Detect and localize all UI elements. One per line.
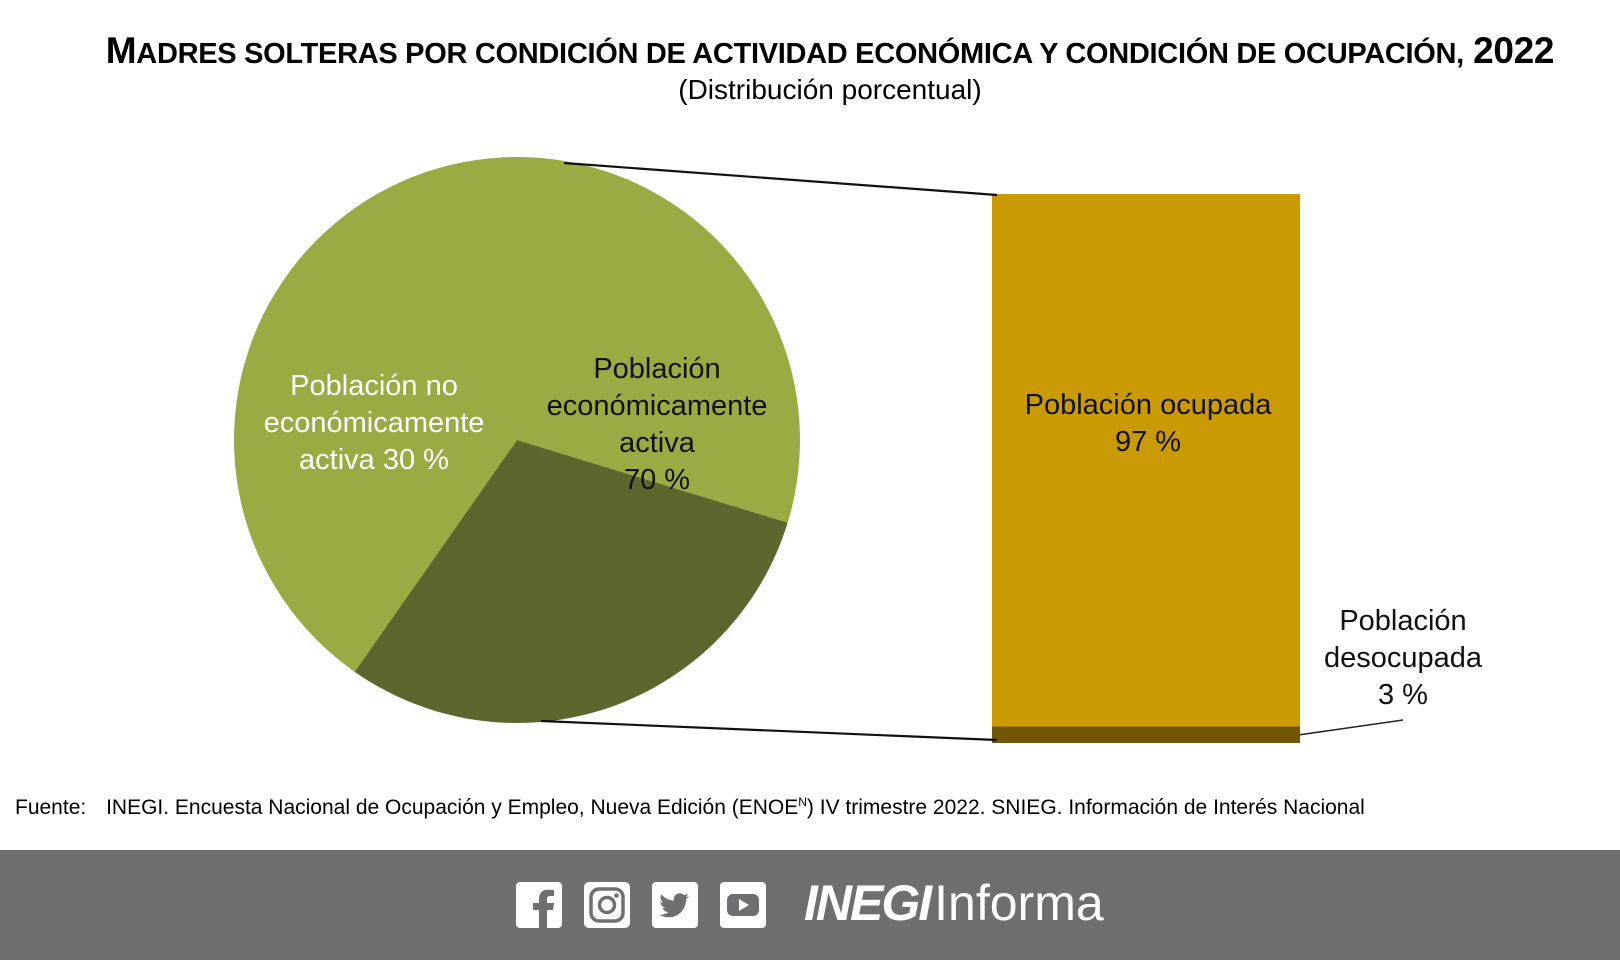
footer-bar: INEGIInforma [0,850,1620,960]
bar-segment-2 [992,726,1300,743]
pie-slice-label-1: Población económicamente activa 70 % [547,353,768,496]
pie-of-bar-chart: Población económicamente activa 70 % Poblaci… [233,156,1483,743]
leader-line-desocupada [1299,719,1404,736]
brand-light: Informa [934,875,1104,931]
bar-segment-label-2: Población desocupada 3 % [1324,605,1483,711]
source-note: Fuente: INEGI. Encuesta Nacional de Ocup… [15,795,1365,820]
facebook-icon[interactable] [516,882,562,928]
pie-slice-label-2: Población no económicamente activa 30 % [264,370,485,476]
twitter-icon[interactable] [652,882,698,928]
connector-bottom [540,719,998,742]
inegi-informa-logo: INEGIInforma [804,868,1104,938]
source-label: Fuente: [15,796,87,819]
instagram-icon[interactable] [584,882,630,928]
source-text-b: ) IV trimestre 2022. SNIEG. Información … [806,796,1365,819]
bar-segment-1 [992,194,1300,727]
brand-bold: INEGI [804,875,932,931]
youtube-icon[interactable] [720,882,766,928]
pie-slice-1 [233,156,800,672]
pie [233,156,800,723]
data-labels: Población económicamente activa 70 % Poblaci… [264,353,1483,711]
source-sup: N [798,795,807,809]
connector-top [563,161,998,197]
pie-slice-2 [354,440,788,723]
breakdown-bar [992,194,1300,743]
chart-subtitle: (Distribución porcentual) [678,74,982,105]
chart-title: MADRES SOLTERAS POR CONDICIÓN DE ACTIVID… [105,30,1555,71]
source-text-a: INEGI. Encuesta Nacional de Ocupación y … [106,796,799,819]
connector-lines [540,161,1404,742]
bar-segment-label-1: Población ocupada 97 % [1025,389,1273,458]
